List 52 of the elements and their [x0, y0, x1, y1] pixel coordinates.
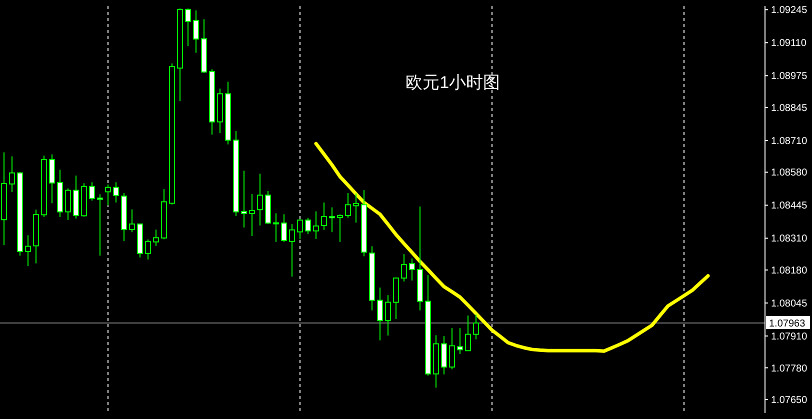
candlestick	[297, 218, 303, 240]
candlestick	[113, 182, 119, 204]
candlestick	[249, 193, 255, 237]
y-tick-label: 1.07910	[771, 332, 808, 342]
y-tick-label: 1.08045	[771, 298, 808, 310]
y-tick-label: 1.08975	[771, 71, 808, 82]
candlestick	[473, 314, 479, 340]
candlestick	[329, 206, 335, 233]
candlestick	[305, 217, 311, 235]
candlestick	[145, 238, 151, 260]
candlestick	[345, 192, 351, 218]
candlestick	[185, 8, 191, 47]
candlestick	[193, 10, 199, 54]
candlestick	[273, 212, 279, 242]
y-tick-label: 1.08310	[771, 234, 808, 245]
candlestick	[257, 173, 263, 226]
candlestick	[65, 188, 71, 220]
y-tick-label: 1.08710	[771, 136, 808, 147]
candlestick	[457, 328, 463, 354]
candlestick	[49, 154, 55, 204]
candlestick	[105, 184, 111, 206]
candlestick	[465, 314, 471, 352]
y-tick-label: 1.08445	[771, 200, 808, 212]
candlestick	[353, 192, 359, 224]
candlestick	[153, 229, 159, 247]
candlestick	[129, 208, 135, 233]
candlestick	[281, 214, 287, 242]
candlestick	[441, 336, 447, 375]
candlestick	[337, 214, 343, 242]
candlestick	[9, 156, 15, 193]
y-tick-label: 1.09245	[771, 5, 808, 16]
y-tick-label: 1.07780	[771, 363, 808, 374]
text: 欧元1小时图	[406, 73, 500, 92]
candlestick	[449, 328, 455, 370]
candlestick	[25, 234, 31, 267]
candlestick	[289, 224, 295, 278]
ref-line-label: 1.07963	[769, 318, 806, 330]
candlestick	[385, 294, 391, 336]
candlestick	[313, 210, 319, 240]
candlestick	[409, 258, 415, 282]
candlestick	[377, 287, 383, 341]
candlestick	[401, 254, 407, 282]
candlestick	[241, 170, 247, 228]
candlestick	[321, 202, 327, 230]
line-series	[314, 142, 710, 353]
y-tick-label: 1.08180	[771, 266, 808, 276]
y-tick-label: 1.07650	[771, 395, 808, 406]
y-tick-label: 1.08845	[771, 102, 808, 114]
candlestick	[89, 182, 95, 202]
y-tick-label: 1.09110	[771, 38, 807, 50]
y-tick-label: 1.08580	[771, 168, 808, 179]
candlestick	[97, 194, 103, 256]
